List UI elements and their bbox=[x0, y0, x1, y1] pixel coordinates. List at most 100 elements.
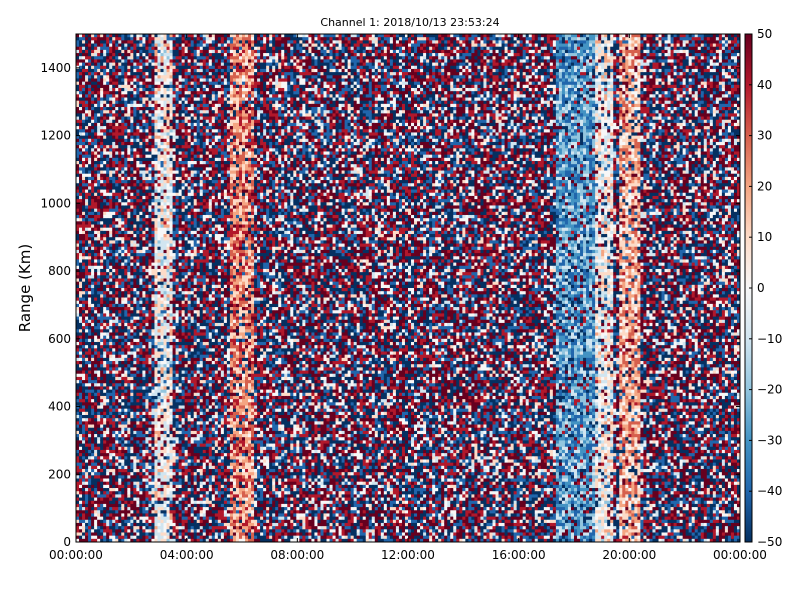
heatmap-cell bbox=[130, 310, 133, 314]
heatmap-cell bbox=[115, 240, 118, 244]
heatmap-cell bbox=[124, 342, 127, 346]
heatmap-cell bbox=[124, 482, 127, 486]
heatmap-cell bbox=[118, 456, 121, 460]
heatmap-cell bbox=[118, 447, 121, 451]
heatmap-cell bbox=[130, 104, 133, 108]
heatmap-cell bbox=[130, 329, 133, 333]
heatmap-cell bbox=[112, 94, 115, 98]
heatmap-cell bbox=[115, 202, 118, 206]
heatmap-cell bbox=[109, 358, 112, 362]
heatmap-cell bbox=[85, 237, 88, 241]
heatmap-cell bbox=[124, 352, 127, 356]
heatmap-cell bbox=[94, 113, 97, 117]
heatmap-cell bbox=[85, 72, 88, 76]
heatmap-cell bbox=[127, 50, 130, 54]
heatmap-cell bbox=[127, 437, 130, 441]
heatmap-cell bbox=[115, 164, 118, 168]
heatmap-cell bbox=[118, 225, 121, 229]
heatmap-cell bbox=[100, 151, 103, 155]
heatmap-cell bbox=[91, 269, 94, 273]
heatmap-cell bbox=[124, 240, 127, 244]
heatmap-cell bbox=[79, 136, 82, 140]
heatmap-cell bbox=[85, 161, 88, 165]
heatmap-cell bbox=[94, 361, 97, 365]
heatmap-cell bbox=[121, 421, 124, 425]
heatmap-cell bbox=[94, 107, 97, 111]
heatmap-cell bbox=[118, 298, 121, 302]
heatmap-cell bbox=[103, 69, 106, 73]
heatmap-cell bbox=[127, 415, 130, 419]
heatmap-cell bbox=[91, 494, 94, 498]
heatmap-cell bbox=[103, 136, 106, 140]
heatmap-cell bbox=[115, 513, 118, 517]
heatmap-cell bbox=[100, 396, 103, 400]
heatmap-cell bbox=[94, 364, 97, 368]
heatmap-cell bbox=[118, 88, 121, 92]
heatmap-cell bbox=[76, 117, 79, 121]
heatmap-cell bbox=[118, 186, 121, 190]
heatmap-cell bbox=[115, 190, 118, 194]
heatmap-cell bbox=[103, 393, 106, 397]
heatmap-cell bbox=[112, 520, 115, 524]
heatmap-cell bbox=[127, 517, 130, 521]
heatmap-cell bbox=[130, 361, 133, 365]
heatmap-cell bbox=[115, 409, 118, 413]
heatmap-cell bbox=[121, 75, 124, 79]
heatmap-cell bbox=[85, 405, 88, 409]
heatmap-cell bbox=[100, 428, 103, 432]
heatmap-cell bbox=[127, 190, 130, 194]
heatmap-cell bbox=[130, 136, 133, 140]
heatmap-cell bbox=[103, 272, 106, 276]
heatmap-cell bbox=[79, 367, 82, 371]
heatmap-cell bbox=[109, 383, 112, 387]
heatmap-cell bbox=[130, 288, 133, 292]
heatmap-cell bbox=[82, 225, 85, 229]
heatmap-cell bbox=[85, 59, 88, 63]
heatmap-cell bbox=[97, 529, 100, 533]
heatmap-cell bbox=[115, 155, 118, 159]
heatmap-cell bbox=[109, 186, 112, 190]
heatmap-cell bbox=[109, 396, 112, 400]
heatmap-cell bbox=[130, 402, 133, 406]
heatmap-cell bbox=[82, 218, 85, 222]
heatmap-cell bbox=[127, 136, 130, 140]
heatmap-cell bbox=[130, 234, 133, 238]
heatmap-cell bbox=[82, 536, 85, 540]
heatmap-cell bbox=[82, 431, 85, 435]
heatmap-cell bbox=[91, 145, 94, 149]
heatmap-cell bbox=[106, 240, 109, 244]
heatmap-cell bbox=[118, 91, 121, 95]
heatmap-cell bbox=[88, 132, 91, 136]
heatmap-cell bbox=[79, 405, 82, 409]
heatmap-cell bbox=[76, 380, 79, 384]
heatmap-cell bbox=[127, 240, 130, 244]
heatmap-cell bbox=[94, 44, 97, 48]
heatmap-cell bbox=[88, 263, 91, 267]
heatmap-cell bbox=[103, 282, 106, 286]
heatmap-cell bbox=[112, 418, 115, 422]
heatmap-cell bbox=[115, 247, 118, 251]
heatmap-cell bbox=[82, 428, 85, 432]
heatmap-cell bbox=[79, 117, 82, 121]
heatmap-cell bbox=[85, 415, 88, 419]
heatmap-cell bbox=[97, 196, 100, 200]
heatmap-cell bbox=[112, 104, 115, 108]
heatmap-cell bbox=[124, 101, 127, 105]
heatmap-cell bbox=[82, 63, 85, 67]
heatmap-cell bbox=[97, 129, 100, 133]
heatmap-cell bbox=[94, 215, 97, 219]
heatmap-cell bbox=[103, 361, 106, 365]
heatmap-cell bbox=[76, 447, 79, 451]
heatmap-cell bbox=[106, 158, 109, 162]
heatmap-cell bbox=[121, 190, 124, 194]
heatmap-cell bbox=[124, 301, 127, 305]
heatmap-cell bbox=[121, 491, 124, 495]
heatmap-cell bbox=[79, 193, 82, 197]
heatmap-cell bbox=[106, 171, 109, 175]
heatmap-cell bbox=[109, 301, 112, 305]
heatmap-cell bbox=[106, 278, 109, 282]
heatmap-cell bbox=[88, 256, 91, 260]
heatmap-cell bbox=[130, 266, 133, 270]
heatmap-cell bbox=[121, 145, 124, 149]
heatmap-cell bbox=[94, 501, 97, 505]
